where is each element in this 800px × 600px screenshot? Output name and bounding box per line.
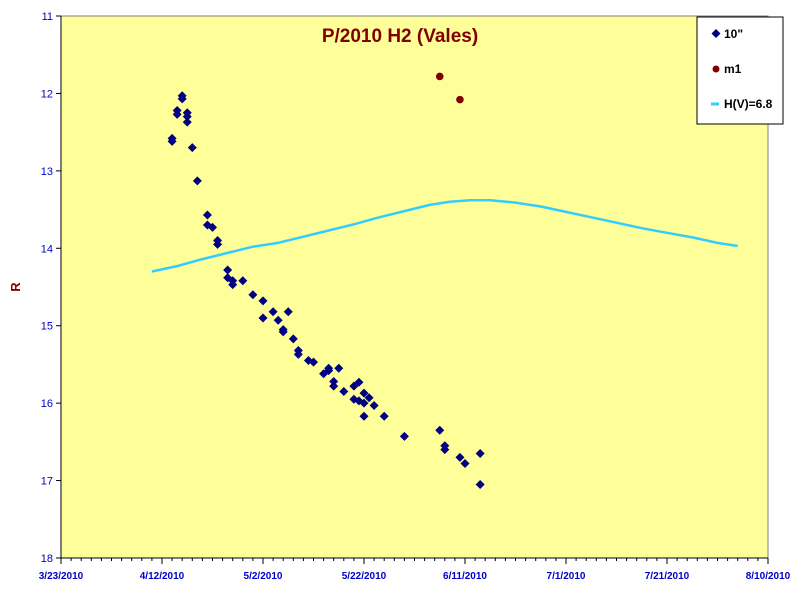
data-point-10in — [339, 387, 349, 397]
data-point-10in — [364, 393, 374, 403]
legend-box — [696, 16, 784, 125]
data-point-10in — [293, 349, 303, 359]
data-point-10in — [172, 109, 182, 119]
y-tick-label: 14 — [41, 243, 53, 255]
data-point-10in — [238, 276, 248, 286]
data-point-10in — [359, 388, 369, 398]
legend-marker-circle — [712, 65, 720, 73]
data-point-10in — [182, 117, 192, 127]
data-point-10in — [334, 363, 344, 373]
data-point-10in — [177, 94, 187, 104]
data-point-10in — [288, 334, 298, 344]
data-point-10in — [309, 357, 318, 367]
data-point-10in — [258, 296, 268, 306]
y-tick-label: 15 — [41, 321, 53, 333]
data-point-10in — [192, 176, 202, 186]
x-tick-label: 6/11/2010 — [443, 571, 487, 582]
data-point-10in — [359, 398, 369, 408]
y-tick-label: 16 — [41, 398, 53, 410]
legend-label-series-3: H(V)=6.8 — [724, 97, 773, 111]
x-tick-label: 3/23/2010 — [39, 571, 84, 582]
y-tick-label: 18 — [41, 553, 53, 565]
x-tick-label: 4/12/2010 — [140, 571, 185, 582]
data-point-10in — [354, 377, 364, 387]
data-point-10in — [329, 376, 339, 386]
series-layer — [151, 72, 738, 489]
data-point-10in — [379, 411, 389, 421]
data-point-10in — [440, 445, 450, 455]
data-point-10in — [399, 431, 409, 441]
data-point-10in — [475, 448, 485, 458]
data-point-10in — [187, 143, 197, 153]
data-point-10in — [324, 366, 334, 376]
x-tick-label: 5/22/2010 — [342, 571, 387, 582]
y-tick-label: 12 — [41, 88, 53, 100]
legend: 10" m1 H(V)=6.8 — [696, 16, 784, 125]
data-point-10in — [278, 327, 288, 337]
data-point-10in — [202, 210, 212, 220]
x-tick-label: 8/10/2010 — [746, 571, 791, 582]
y-tick-label: 13 — [41, 166, 53, 178]
data-point-10in — [273, 315, 283, 325]
data-point-10in — [435, 425, 445, 435]
data-point-10in — [359, 411, 369, 421]
y-axis-ticks: 11 12 13 14 15 16 17 18 — [41, 11, 61, 565]
y-tick-label: 17 — [41, 476, 53, 488]
data-point-10in — [460, 459, 470, 469]
data-point-10in — [167, 136, 177, 146]
y-tick-label: 11 — [42, 11, 53, 23]
data-point-10in — [208, 222, 217, 232]
data-point-m1 — [456, 95, 464, 104]
data-point-10in — [228, 280, 238, 290]
data-point-10in — [182, 112, 192, 122]
data-point-10in — [369, 400, 379, 410]
legend-marker-diamond — [711, 29, 721, 38]
data-point-10in — [248, 290, 258, 300]
data-point-10in — [455, 452, 465, 462]
data-point-m1 — [435, 72, 444, 81]
legend-label-series-1: 10" — [724, 27, 743, 41]
data-point-10in — [329, 381, 339, 391]
series-line-hv — [151, 199, 738, 273]
x-tick-label: 7/1/2010 — [547, 571, 586, 582]
data-point-10in — [268, 307, 278, 317]
x-axis-ticks: 3/23/2010 4/12/2010 5/2/2010 5/22/2010 6/11/… — [39, 558, 791, 582]
data-point-10in — [283, 307, 293, 317]
plot-area — [60, 15, 769, 559]
data-point-10in — [213, 239, 223, 249]
data-point-10in — [258, 313, 268, 323]
data-point-10in — [223, 265, 233, 275]
data-point-10in — [475, 479, 485, 489]
x-tick-label: 5/2/2010 — [244, 571, 283, 582]
y-axis-label: R — [8, 282, 23, 292]
legend-label-series-2: m1 — [724, 62, 742, 76]
chart-title: P/2010 H2 (Vales) — [322, 26, 478, 47]
x-tick-label: 7/21/2010 — [645, 571, 690, 582]
